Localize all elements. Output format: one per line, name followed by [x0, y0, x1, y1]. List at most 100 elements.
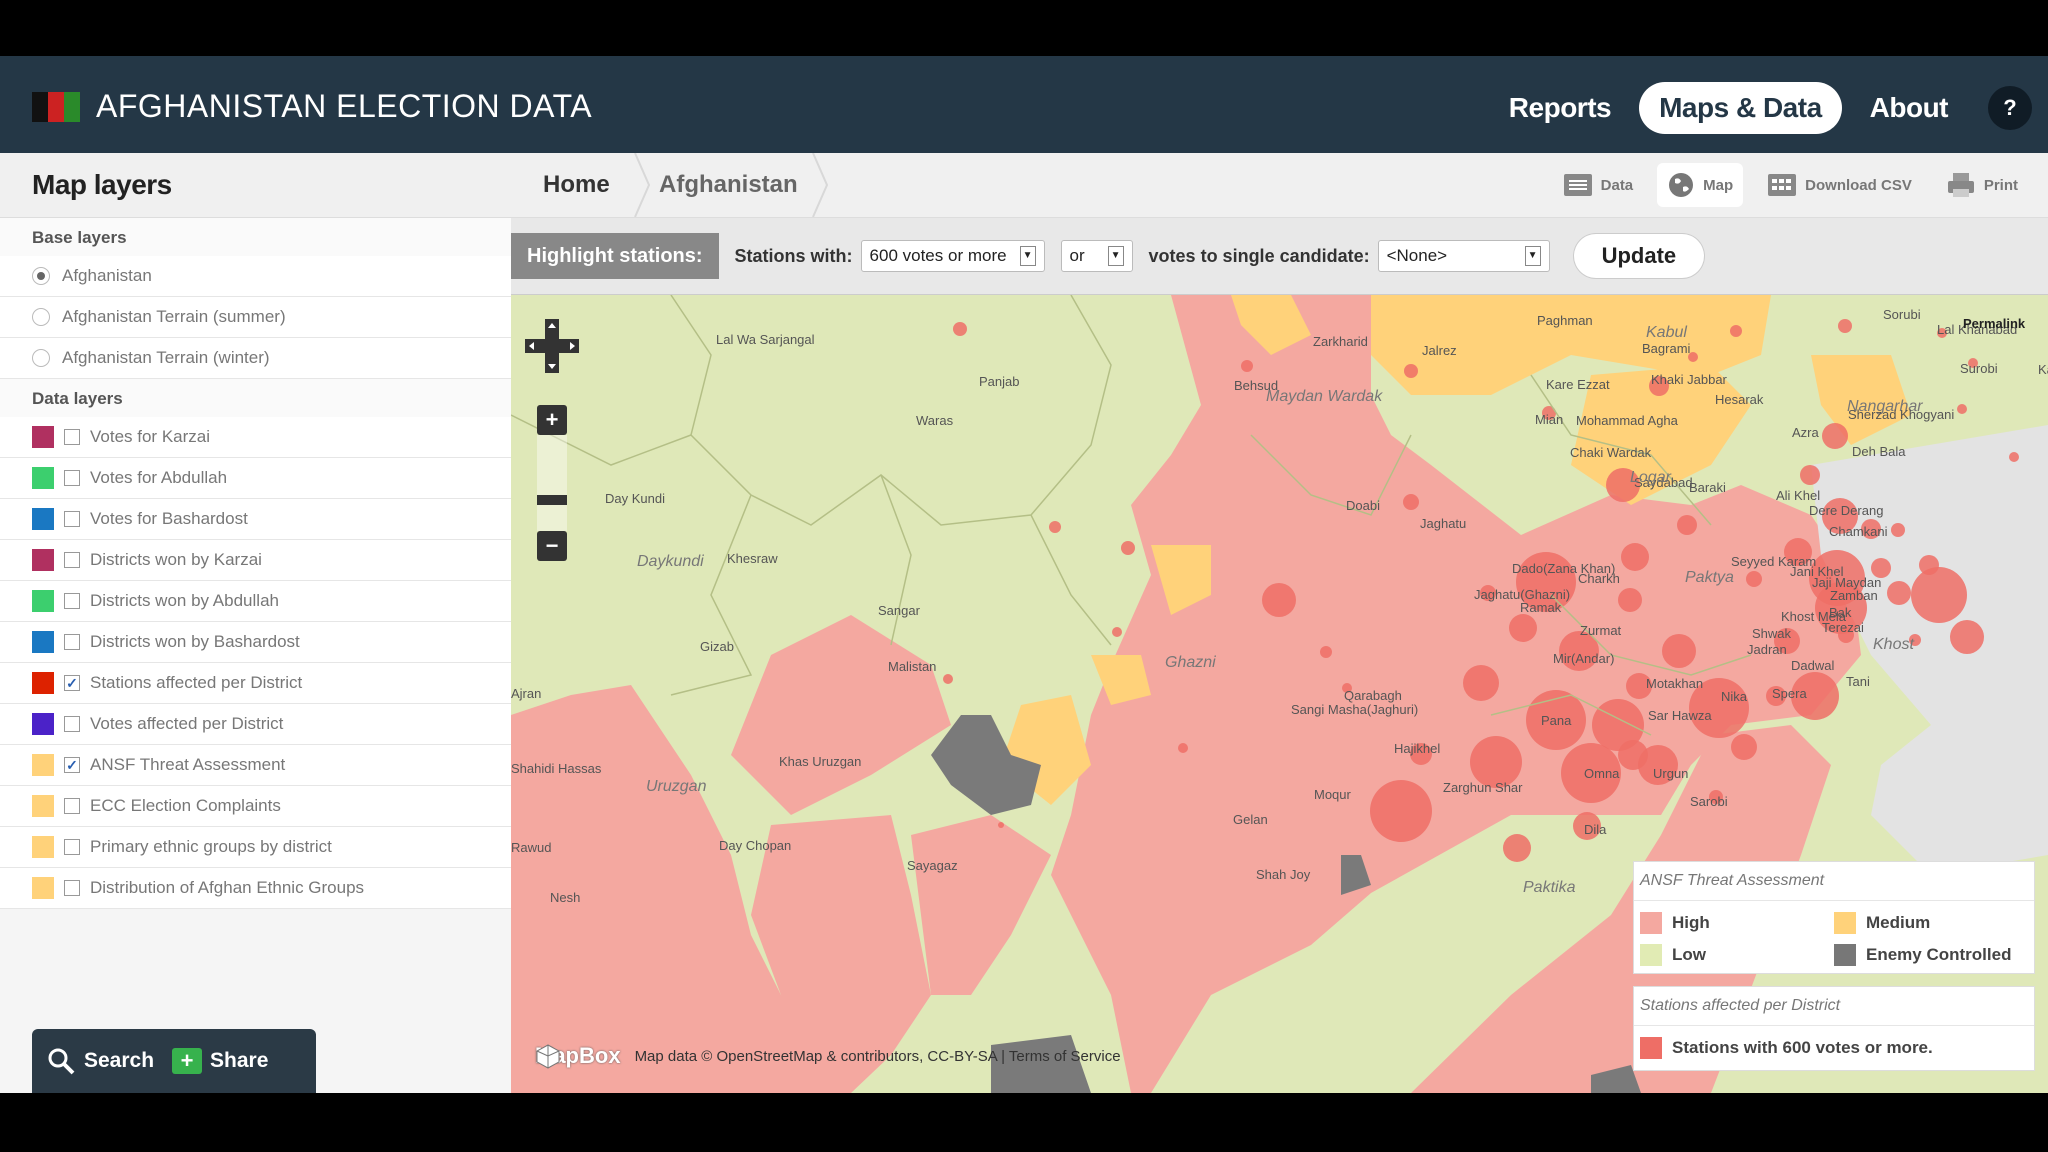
- layer-label: ANSF Threat Assessment: [90, 755, 286, 774]
- layer-color-swatch: [32, 631, 54, 653]
- layer-color-swatch: [32, 672, 54, 694]
- layer-checkbox[interactable]: ✓: [64, 757, 80, 773]
- download-csv-label: Download CSV: [1805, 176, 1912, 194]
- layer-checkbox[interactable]: ✓: [64, 675, 80, 691]
- map-place-label: Chaki Wardak: [1570, 445, 1652, 460]
- globe-icon: [1669, 173, 1694, 197]
- map-place-label: Gelan: [1233, 812, 1268, 827]
- map-place-label: Baraki: [1689, 480, 1726, 495]
- breadcrumb-home[interactable]: Home: [543, 171, 610, 198]
- zoom-slider-handle[interactable]: [537, 495, 567, 505]
- data-layer-item[interactable]: Votes for Bashardost: [0, 499, 511, 540]
- site-title[interactable]: AFGHANISTAN ELECTION DATA: [96, 88, 593, 124]
- candidate-select[interactable]: <None> ▼: [1377, 240, 1550, 272]
- base-layer-terrain-summer[interactable]: Afghanistan Terrain (summer): [0, 297, 511, 338]
- layer-checkbox[interactable]: [64, 552, 80, 568]
- data-layer-item[interactable]: Votes for Abdullah: [0, 458, 511, 499]
- map-place-label: Sayagaz: [907, 858, 958, 873]
- nav-about[interactable]: About: [1869, 92, 1949, 123]
- search-button[interactable]: Search: [46, 1046, 154, 1076]
- pan-control[interactable]: [525, 319, 579, 381]
- data-layer-item[interactable]: Distribution of Afghan Ethnic Groups: [0, 868, 511, 909]
- share-button[interactable]: + Share: [172, 1048, 268, 1074]
- layer-checkbox[interactable]: [64, 634, 80, 650]
- map-place-label: Dila: [1584, 822, 1607, 837]
- map-place-label: Dadwal: [1791, 658, 1834, 673]
- layer-checkbox[interactable]: [64, 839, 80, 855]
- data-layer-item[interactable]: Votes for Karzai: [0, 417, 511, 458]
- map-place-label: Motakhan: [1646, 676, 1703, 691]
- data-layers-list: Votes for Karzai Votes for Abdullah Votes …: [0, 417, 511, 909]
- threat-legend-swatch: [1834, 912, 1856, 934]
- map-place-label: Zurmat: [1580, 623, 1622, 638]
- base-layer-label: Afghanistan: [62, 266, 152, 285]
- threat-legend-item: High: [1640, 907, 1834, 939]
- base-layer-label: Afghanistan Terrain (winter): [62, 348, 270, 367]
- operator-select[interactable]: or ▼: [1060, 240, 1133, 272]
- layer-checkbox[interactable]: [64, 716, 80, 732]
- update-button[interactable]: Update: [1573, 234, 1705, 278]
- threat-legend-swatch: [1834, 944, 1856, 966]
- layer-color-swatch: [32, 877, 54, 899]
- map-place-label: Khaki Jabbar: [1651, 372, 1728, 387]
- data-layer-item[interactable]: ECC Election Complaints: [0, 786, 511, 827]
- map-place-label: Daykundi: [637, 553, 704, 570]
- data-view-button[interactable]: Data: [1553, 165, 1644, 205]
- map-view-button[interactable]: Map: [1657, 163, 1744, 207]
- map-place-label: Urgun: [1653, 766, 1688, 781]
- map-place-label: Zamban: [1830, 588, 1878, 603]
- base-layer-terrain-winter[interactable]: Afghanistan Terrain (winter): [0, 338, 511, 379]
- radio-button[interactable]: [32, 349, 50, 367]
- zoom-slider[interactable]: [537, 435, 567, 531]
- data-layer-item[interactable]: ✓ Stations affected per District: [0, 663, 511, 704]
- zoom-in-button[interactable]: +: [537, 405, 567, 435]
- search-label: Search: [84, 1049, 155, 1072]
- breadcrumb-afghanistan[interactable]: Afghanistan: [659, 171, 798, 198]
- layer-checkbox[interactable]: [64, 511, 80, 527]
- data-layer-item[interactable]: Votes affected per District: [0, 704, 511, 745]
- attribution-text[interactable]: Map data © OpenStreetMap & contributors,…: [634, 1047, 1121, 1065]
- map-canvas[interactable]: Panjab Lal Wa Sarjangal Waras Behsud Maydan …: [511, 295, 2048, 1093]
- map-place-label: Zarkharid: [1313, 334, 1368, 349]
- mapbox-logo[interactable]: MapBox: [535, 1043, 621, 1069]
- layer-color-swatch: [32, 426, 54, 448]
- table-icon: [1768, 174, 1797, 196]
- map-place-label: Surobi: [1960, 361, 1998, 376]
- layer-checkbox[interactable]: [64, 593, 80, 609]
- stations-legend-title: Stations affected per District: [1634, 987, 2034, 1026]
- data-layer-item[interactable]: Primary ethnic groups by district: [0, 827, 511, 868]
- radio-button[interactable]: [32, 308, 50, 326]
- layer-label: Votes for Karzai: [90, 427, 211, 446]
- map-place-label: Mohammad Agha: [1576, 413, 1679, 428]
- map-place-label: Chamkani: [1829, 524, 1888, 539]
- layer-checkbox[interactable]: [64, 880, 80, 896]
- help-button[interactable]: ?: [1988, 86, 2032, 130]
- base-layer-afghanistan[interactable]: Afghanistan: [0, 256, 511, 297]
- nav-maps-data[interactable]: Maps & Data: [1639, 82, 1842, 134]
- threat-legend-title: ANSF Threat Assessment: [1634, 862, 2034, 901]
- map-place-label: Kabul: [1646, 324, 1687, 341]
- data-layer-item[interactable]: ✓ ANSF Threat Assessment: [0, 745, 511, 786]
- layer-checkbox[interactable]: [64, 429, 80, 445]
- chevron-down-icon: ▼: [1019, 246, 1036, 266]
- flag-logo: [32, 92, 80, 122]
- stations-with-select[interactable]: 600 votes or more ▼: [860, 240, 1045, 272]
- layer-checkbox[interactable]: [64, 798, 80, 814]
- zoom-out-button[interactable]: −: [537, 531, 567, 561]
- data-layer-item[interactable]: Districts won by Abdullah: [0, 581, 511, 622]
- main-nav: Reports Maps & Data About ?: [1489, 82, 2032, 134]
- data-layer-item[interactable]: Districts won by Bashardost: [0, 622, 511, 663]
- pan-arrows-icon: [525, 319, 579, 373]
- cube-icon: [536, 1044, 560, 1069]
- layer-checkbox[interactable]: [64, 470, 80, 486]
- map-place-label: Paktika: [1523, 879, 1576, 896]
- map-place-label: Sherzad Khogyani: [1848, 407, 1954, 422]
- nav-reports[interactable]: Reports: [1508, 92, 1612, 123]
- map-place-label: Paghman: [1537, 313, 1593, 328]
- layer-label: Districts won by Karzai: [90, 550, 262, 569]
- data-layer-item[interactable]: Districts won by Karzai: [0, 540, 511, 581]
- download-csv-button[interactable]: Download CSV: [1757, 165, 1922, 205]
- map-place-label: Day Chopan: [719, 838, 791, 853]
- radio-button[interactable]: [32, 267, 50, 285]
- print-button[interactable]: Print: [1936, 163, 2028, 207]
